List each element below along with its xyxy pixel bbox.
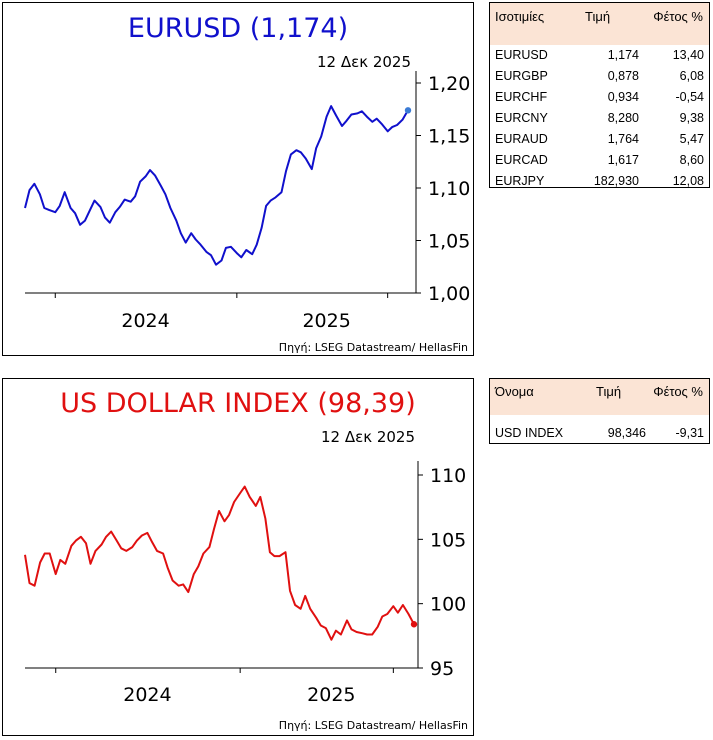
usd-index-chart: US DOLLAR INDEX (98,39) 12 Δεκ 2025 Πηγή: … xyxy=(24,388,468,732)
y-tick-label: 100 xyxy=(430,594,466,616)
x-tick-label: 2024 xyxy=(121,310,169,332)
cell-name: EURJPY xyxy=(495,174,545,188)
y-tick-label: 1,05 xyxy=(428,231,470,253)
usd-index-table: Όνομα Τιμή Φέτος % USD INDEX 98,346 -9,31 xyxy=(489,378,710,444)
cell-ytd: -9,31 xyxy=(675,426,705,440)
series-line xyxy=(24,485,415,641)
table-header: Όνομα Τιμή Φέτος % xyxy=(490,379,709,415)
last-value-dot xyxy=(410,621,418,628)
table-header: Ισοτιμίες Τιμή Φέτος % xyxy=(490,3,709,45)
y-tick-label: 110 xyxy=(430,465,466,487)
chart-date: 12 Δεκ 2025 xyxy=(317,53,411,71)
header-ytd: Φέτος % xyxy=(653,384,703,399)
y-tick-label: 1,20 xyxy=(428,73,470,95)
table-row: EURAUD 1,764 5,47 xyxy=(490,129,709,150)
cell-price: 8,280 xyxy=(607,111,639,125)
eurusd-chart-panel: EURUSD (1,174) 12 Δεκ 2025 Πηγή: LSEG Data… xyxy=(2,2,474,356)
cell-name: USD INDEX xyxy=(495,426,564,440)
table-row: EURCNY 8,280 9,38 xyxy=(490,108,709,129)
table-row: EURGBP 0,878 6,08 xyxy=(490,66,709,87)
cell-ytd: 13,40 xyxy=(672,48,704,62)
y-tick-label: 1,10 xyxy=(428,178,470,200)
cell-ytd: -0,54 xyxy=(675,90,705,104)
table-row: EURCHF 0,934 -0,54 xyxy=(490,87,709,108)
cell-ytd: 9,38 xyxy=(679,111,704,125)
cell-price: 1,617 xyxy=(607,153,639,167)
cell-name: EURAUD xyxy=(495,132,548,146)
x-tick-label: 2025 xyxy=(307,684,355,706)
series-line xyxy=(24,105,409,266)
cell-name: EURCAD xyxy=(495,153,548,167)
chart-title: US DOLLAR INDEX (98,39) xyxy=(60,388,416,419)
header-pair: Ισοτιμίες xyxy=(495,9,545,24)
table-row: EURJPY 182,930 12,08 xyxy=(490,171,709,192)
chart-title: EURUSD (1,174) xyxy=(128,13,348,44)
chart-source: Πηγή: LSEG Datastream/ HellasFin xyxy=(279,341,468,354)
cell-price: 0,934 xyxy=(607,90,639,104)
y-tick-label: 105 xyxy=(430,529,466,551)
cell-ytd: 5,47 xyxy=(679,132,704,146)
y-tick-label: 1,00 xyxy=(428,283,470,305)
eur-rates-table: Ισοτιμίες Τιμή Φέτος % EURUSD 1,174 13,40 E… xyxy=(489,2,710,188)
last-value-dot xyxy=(404,107,412,114)
cell-price: 98,346 xyxy=(607,426,646,440)
table-row: EURCAD 1,617 8,60 xyxy=(490,150,709,171)
chart-source: Πηγή: LSEG Datastream/ HellasFin xyxy=(279,719,468,732)
header-ytd: Φέτος % xyxy=(653,9,703,24)
cell-name: EURCHF xyxy=(495,90,548,104)
y-tick-label: 1,15 xyxy=(428,126,470,148)
cell-ytd: 8,60 xyxy=(679,153,704,167)
header-price: Τιμή xyxy=(596,384,622,399)
cell-ytd: 12,08 xyxy=(672,174,704,188)
table-row: USD INDEX 98,346 -9,31 xyxy=(490,423,709,444)
cell-price: 0,878 xyxy=(607,69,639,83)
chart-date: 12 Δεκ 2025 xyxy=(321,428,415,446)
x-tick-label: 2025 xyxy=(302,310,350,332)
x-tick-label: 2024 xyxy=(123,684,171,706)
usd-index-chart-panel: US DOLLAR INDEX (98,39) 12 Δεκ 2025 Πηγή: … xyxy=(2,378,474,736)
cell-name: EURGBP xyxy=(495,69,548,83)
cell-price: 1,764 xyxy=(607,132,639,146)
eurusd-chart: EURUSD (1,174) 12 Δεκ 2025 Πηγή: LSEG Data… xyxy=(24,13,470,354)
cell-ytd: 6,08 xyxy=(679,69,704,83)
cell-price: 182,930 xyxy=(593,174,639,188)
header-name: Όνομα xyxy=(495,384,534,399)
y-tick-label: 95 xyxy=(430,658,454,680)
header-price: Τιμή xyxy=(585,9,611,24)
cell-price: 1,174 xyxy=(607,48,639,62)
cell-name: EURCNY xyxy=(495,111,548,125)
table-row: EURUSD 1,174 13,40 xyxy=(490,45,709,66)
cell-name: EURUSD xyxy=(495,48,548,62)
